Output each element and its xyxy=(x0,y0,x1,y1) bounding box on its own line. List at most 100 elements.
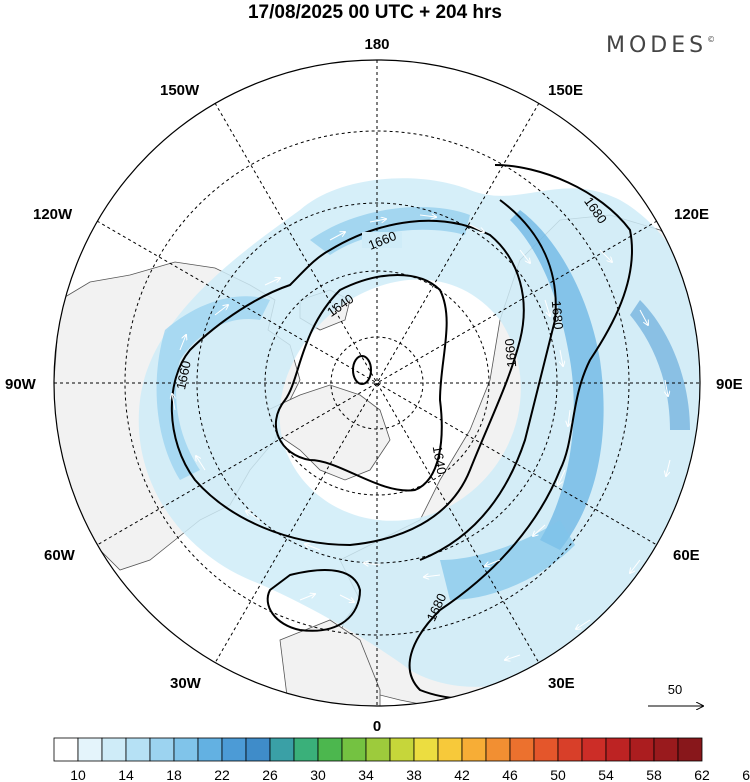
contour-label-bg xyxy=(362,232,402,248)
land-africa-north xyxy=(279,619,381,706)
colorbar-swatch xyxy=(221,737,247,762)
colorbar-label: 46 xyxy=(502,767,518,782)
wind-arrow xyxy=(560,349,563,366)
colorbar-swatch xyxy=(101,737,127,762)
lon-label-120e: 120E xyxy=(674,206,709,223)
wind-arrow xyxy=(630,559,641,573)
colorbar-swatch xyxy=(509,737,535,762)
colorbar-swatch xyxy=(677,737,703,762)
wind-arrow xyxy=(519,249,530,263)
wind-arrow xyxy=(485,559,501,566)
colorbar-swatch xyxy=(125,737,151,762)
wind-arrow xyxy=(299,594,315,601)
map-border xyxy=(53,59,701,707)
colorbar-swatch xyxy=(293,737,319,762)
colorbar-swatch xyxy=(629,737,655,762)
brand-name: MODES xyxy=(606,33,708,58)
lon-label-60e: 60E xyxy=(673,547,700,564)
colorbar-swatch xyxy=(581,737,607,762)
colorbar-label: 58 xyxy=(646,767,662,782)
colorbar-swatch xyxy=(605,737,631,762)
wind-arrow xyxy=(179,335,186,351)
map-disc xyxy=(54,60,700,706)
colorbar: 10141822263034384246505458626670 xyxy=(53,737,750,782)
colorbar-swatch xyxy=(557,737,583,762)
wind-arrow xyxy=(639,309,648,325)
wind-arrow xyxy=(339,594,354,602)
colorbar-label: 38 xyxy=(406,767,422,782)
colorbar-label: 34 xyxy=(358,767,374,782)
wind-speed-shading xyxy=(138,178,700,687)
colorbar-label: 18 xyxy=(166,767,182,782)
wind-arrow xyxy=(666,459,671,476)
latitude-circle xyxy=(196,202,558,564)
contour-label: 1660 xyxy=(502,338,519,368)
map-title: 17/08/2025 00 UTC + 204 hrs xyxy=(247,2,503,23)
colorbar-label: 42 xyxy=(454,767,470,782)
colorbar-label: 14 xyxy=(118,767,134,782)
contour-low-center xyxy=(352,355,372,385)
colorbar-swatch xyxy=(389,737,415,762)
wind-arrow xyxy=(424,575,441,577)
jet-band-core-southeast xyxy=(440,520,575,600)
colorbar-swatch xyxy=(77,737,103,762)
lon-label-150w: 150W xyxy=(160,82,200,99)
wind-arrow xyxy=(469,224,484,232)
colorbar-swatch xyxy=(461,737,487,762)
lon-label-150e: 150E xyxy=(548,82,583,99)
colorbar-swatch xyxy=(269,737,295,762)
jet-band-far-east xyxy=(630,300,690,430)
colorbar-swatch xyxy=(245,737,271,762)
colorbar-swatch xyxy=(533,737,559,762)
colorbar-label: 22 xyxy=(214,767,230,782)
longitude-labels: 180 0 90W 90E 150W 150E 120W 120E 60W 60… xyxy=(5,36,743,735)
wind-reference-label: 50 xyxy=(668,682,682,697)
contour-label: 1660 xyxy=(173,359,194,390)
colorbar-label: 66 xyxy=(742,767,750,782)
wind-arrow xyxy=(329,232,345,241)
wind-arrow xyxy=(544,299,550,316)
brand-logo: MODES© xyxy=(606,33,715,58)
wind-arrow xyxy=(369,219,386,222)
lon-label-120w: 120W xyxy=(33,206,73,223)
wind-arrow xyxy=(533,524,546,536)
colorbar-swatch xyxy=(485,737,511,762)
colorbar-swatch xyxy=(317,737,343,762)
colorbar-swatch xyxy=(149,737,175,762)
wind-arrow xyxy=(558,469,566,485)
latitude-circle xyxy=(124,130,630,636)
lon-label-30w: 30W xyxy=(170,675,202,692)
jet-band-core-north xyxy=(310,207,470,255)
colorbar-swatch xyxy=(413,737,439,762)
lon-label-90w: 90W xyxy=(5,376,37,393)
wind-arrow xyxy=(196,456,206,471)
wind-arrow xyxy=(568,409,570,426)
height-contours xyxy=(170,164,641,701)
colorbar-swatch xyxy=(173,737,199,762)
land-greenland xyxy=(267,384,391,481)
colorbar-swatch xyxy=(365,737,391,762)
lon-label-180: 180 xyxy=(364,36,389,53)
colorbar-swatch xyxy=(653,737,679,762)
contour-label: 1680 xyxy=(549,300,566,330)
colorbar-swatch xyxy=(341,737,367,762)
colorbar-label: 54 xyxy=(598,767,614,782)
colorbar-swatch xyxy=(437,737,463,762)
wind-arrow xyxy=(576,619,591,629)
contour-1680-east xyxy=(408,164,641,701)
colorbar-label: 10 xyxy=(70,767,86,782)
lon-label-60w: 60W xyxy=(44,547,76,564)
wind-arrow xyxy=(214,305,228,316)
colorbar-swatch xyxy=(53,737,79,762)
wind-arrow xyxy=(364,563,381,565)
contour-1660-east xyxy=(419,199,557,561)
wind-arrow xyxy=(505,654,521,660)
lon-label-30e: 30E xyxy=(548,675,575,692)
jet-band-core-west xyxy=(156,296,270,480)
contour-label: 1640 xyxy=(430,445,450,476)
wind-arrow xyxy=(246,511,261,521)
wind-vectors xyxy=(172,215,670,660)
colorbar-label: 62 xyxy=(694,767,710,782)
wind-arrow xyxy=(665,379,668,396)
